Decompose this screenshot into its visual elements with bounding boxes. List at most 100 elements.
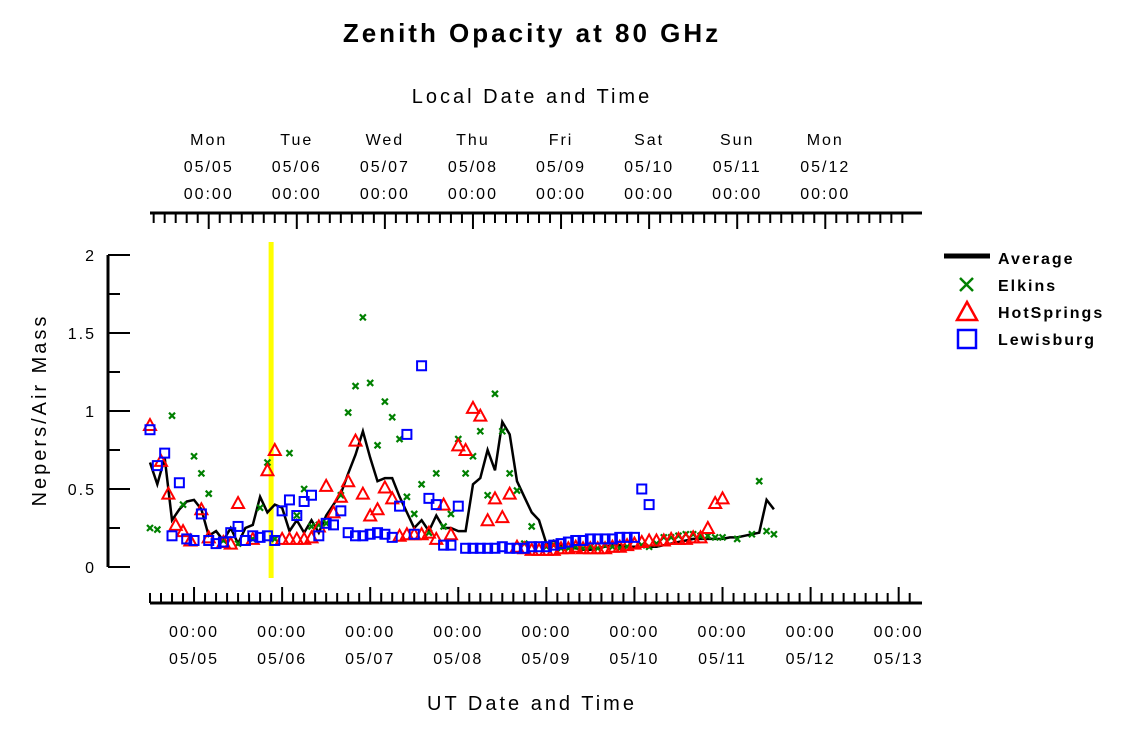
elkins-point — [762, 527, 771, 535]
lewisburg-point — [643, 499, 655, 511]
lewisburg-point — [401, 428, 413, 440]
elkins-point — [153, 525, 162, 534]
hotsprings-point — [230, 494, 246, 510]
lewisburg-point — [394, 500, 406, 512]
bottom-tick-date: 05/12 — [786, 651, 836, 668]
lewisburg-point — [372, 527, 384, 539]
legend-item-average: Average — [944, 251, 1073, 268]
top-tick-time: 00:00 — [448, 186, 498, 203]
y-tick-label: 1 — [85, 404, 96, 421]
elkins-point — [403, 493, 411, 501]
legend-label: HotSprings — [998, 305, 1104, 322]
y-tick-label: 2 — [85, 248, 96, 265]
top-tick-time: 00:00 — [800, 186, 850, 203]
hotsprings-point — [714, 490, 731, 505]
hotsprings-point — [590, 540, 606, 555]
hotsprings-point — [700, 519, 716, 534]
elkins-point — [190, 452, 198, 461]
top-tick-date: 05/11 — [713, 159, 762, 176]
legend-item-lewisburg: Lewisburg — [956, 328, 1094, 350]
elkins-point — [373, 441, 382, 450]
hotsprings-point — [428, 530, 444, 545]
bottom-tick-date: 05/05 — [169, 651, 219, 668]
bottom-tick-date: 05/13 — [874, 651, 924, 668]
lewisburg-point — [408, 528, 420, 540]
elkins-point — [491, 390, 499, 398]
hotsprings-point — [692, 529, 709, 544]
lewisburg-point — [438, 539, 450, 551]
top-tick-date: 05/09 — [536, 159, 586, 176]
top-tick-time: 00:00 — [272, 186, 322, 203]
lewisburg-point — [173, 477, 185, 489]
lewisburg-point — [188, 534, 200, 546]
lewisburg-point — [482, 542, 494, 554]
hotsprings-point — [501, 485, 518, 500]
top-tick-day: Mon — [190, 132, 227, 149]
bottom-tick-date: 05/11 — [698, 651, 747, 668]
elkins-point — [748, 530, 756, 539]
elkins-point — [513, 486, 521, 495]
hotsprings-point — [340, 473, 356, 488]
elkins-point — [146, 524, 154, 532]
y-tick-label: 0 — [85, 560, 96, 577]
lewisburg-point — [570, 534, 582, 546]
hotsprings-point — [384, 490, 400, 505]
lewisburg-point — [335, 505, 347, 517]
lewisburg-point — [350, 530, 362, 542]
lewisburg-point — [584, 533, 596, 545]
lewisburg-point — [474, 542, 486, 554]
lewisburg-point — [423, 492, 435, 504]
lewisburg-point — [555, 538, 567, 550]
hotsprings-point — [443, 526, 459, 541]
top-tick-day: Tue — [280, 132, 313, 149]
chart-title: Zenith Opacity at 80 GHz — [343, 18, 721, 48]
elkins-point — [483, 491, 492, 500]
lewisburg-point — [636, 483, 648, 495]
lewisburg-point — [628, 531, 640, 543]
hotsprings-point — [450, 437, 466, 452]
y-tick-label: 1.5 — [68, 326, 96, 343]
lewisburg-point — [460, 542, 472, 554]
bottom-tick-time: 00:00 — [874, 624, 924, 641]
series-average — [148, 418, 775, 552]
elkins-point — [718, 533, 727, 542]
hotsprings-point — [479, 512, 496, 527]
elkins-point — [204, 489, 213, 498]
top-tick-day: Mon — [807, 132, 844, 149]
lewisburg-point — [269, 534, 281, 546]
top-axis-title: Local Date and Time — [412, 86, 652, 108]
legend-item-hotsprings: HotSprings — [954, 299, 1104, 322]
lewisburg-point — [496, 541, 508, 553]
lewisburg-point — [526, 541, 538, 553]
lewisburg-point — [283, 494, 295, 506]
lewisburg-point — [533, 541, 545, 553]
y-axis-title: Nepers/Air Mass — [29, 314, 51, 507]
top-tick-date: 05/08 — [448, 159, 498, 176]
elkins-point — [498, 427, 507, 436]
legend-item-elkins: Elkins — [959, 277, 1055, 295]
hotsprings-point — [160, 485, 177, 500]
elkins-point — [476, 427, 485, 436]
lewisburg-point — [328, 519, 339, 531]
legend-swatch — [959, 277, 974, 292]
elkins-point — [432, 469, 441, 478]
hotsprings-point — [494, 508, 511, 524]
lewisburg-point — [305, 489, 317, 501]
hotsprings-point — [355, 485, 371, 500]
bottom-tick-time: 00:00 — [521, 624, 571, 641]
bottom-tick-date: 05/07 — [345, 651, 395, 668]
elkins-point — [366, 379, 374, 387]
elkins-point — [197, 469, 206, 478]
hotsprings-point — [421, 524, 437, 539]
y-axis: 0 0.5 1 1.5 2 — [68, 248, 130, 577]
hotsprings-point — [267, 441, 283, 456]
bottom-tick-date: 05/10 — [609, 651, 659, 668]
lewisburg-point — [504, 542, 516, 554]
elkins-point — [439, 522, 448, 531]
hotsprings-point — [472, 407, 488, 422]
lewisburg-point — [592, 533, 604, 545]
hotsprings-point — [281, 530, 298, 545]
elkins-point — [285, 449, 294, 457]
top-tick-day: Sat — [634, 132, 664, 149]
lewisburg-point — [159, 447, 171, 459]
